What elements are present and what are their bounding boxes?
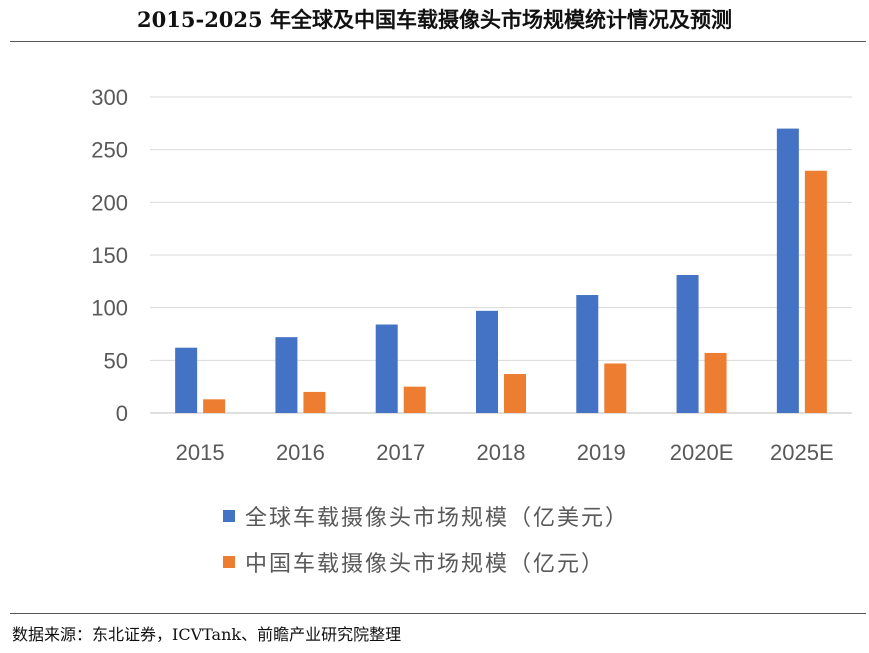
chart-title: 2015-2025 年全球及中国车载摄像头市场规模统计情况及预测 [137, 7, 732, 32]
bar-global [375, 324, 398, 413]
bar-global [776, 128, 799, 413]
legend-swatch-china [223, 556, 235, 568]
y-tick-label: 300 [91, 85, 128, 110]
bar-global [175, 347, 198, 413]
bar-china [203, 399, 226, 413]
x-tick-label: 2019 [577, 440, 626, 465]
x-tick-label: 2025E [770, 440, 834, 465]
bar-global [476, 310, 498, 413]
bar-china [504, 374, 526, 413]
y-tick-label: 150 [91, 243, 128, 268]
legend-label-global: 全球车载摄像头市场规模（亿美元） [245, 506, 630, 531]
bar-global [576, 295, 599, 413]
y-tick-label: 50 [104, 348, 128, 373]
y-tick-label: 100 [91, 296, 128, 321]
x-tick-label: 2020E [670, 440, 734, 465]
title-divider [10, 41, 866, 42]
bar-global [275, 337, 298, 413]
x-tick-label: 2018 [477, 440, 526, 465]
legend-item-china: 中国车载摄像头市场规模（亿元） [223, 546, 605, 578]
legend-swatch-global [223, 510, 235, 522]
gridlines [150, 96, 852, 414]
x-tick-label: 2017 [376, 440, 425, 465]
bar-global [676, 275, 699, 413]
bar-china [604, 363, 627, 413]
y-tick-label: 0 [116, 401, 128, 426]
legend-label-china: 中国车载摄像头市场规模（亿元） [245, 552, 606, 577]
footer-divider [10, 613, 866, 614]
legend-item-global: 全球车载摄像头市场规模（亿美元） [223, 500, 629, 532]
data-source: 数据来源：东北证券，ICVTank、前瞻产业研究院整理 [12, 625, 402, 644]
bar-china [303, 391, 326, 413]
bar-china [704, 352, 727, 413]
y-tick-label: 200 [91, 190, 128, 215]
bar-china [403, 386, 426, 413]
x-tick-label: 2016 [276, 440, 325, 465]
y-tick-label: 250 [91, 138, 128, 163]
bars [175, 128, 827, 413]
x-axis-ticks: 2015 2016 2017 2018 2019 2020E 2025E [176, 440, 834, 465]
y-axis-ticks: 0 50 100 150 200 250 300 [91, 85, 128, 426]
bar-china [804, 170, 827, 413]
x-tick-label: 2015 [176, 440, 225, 465]
